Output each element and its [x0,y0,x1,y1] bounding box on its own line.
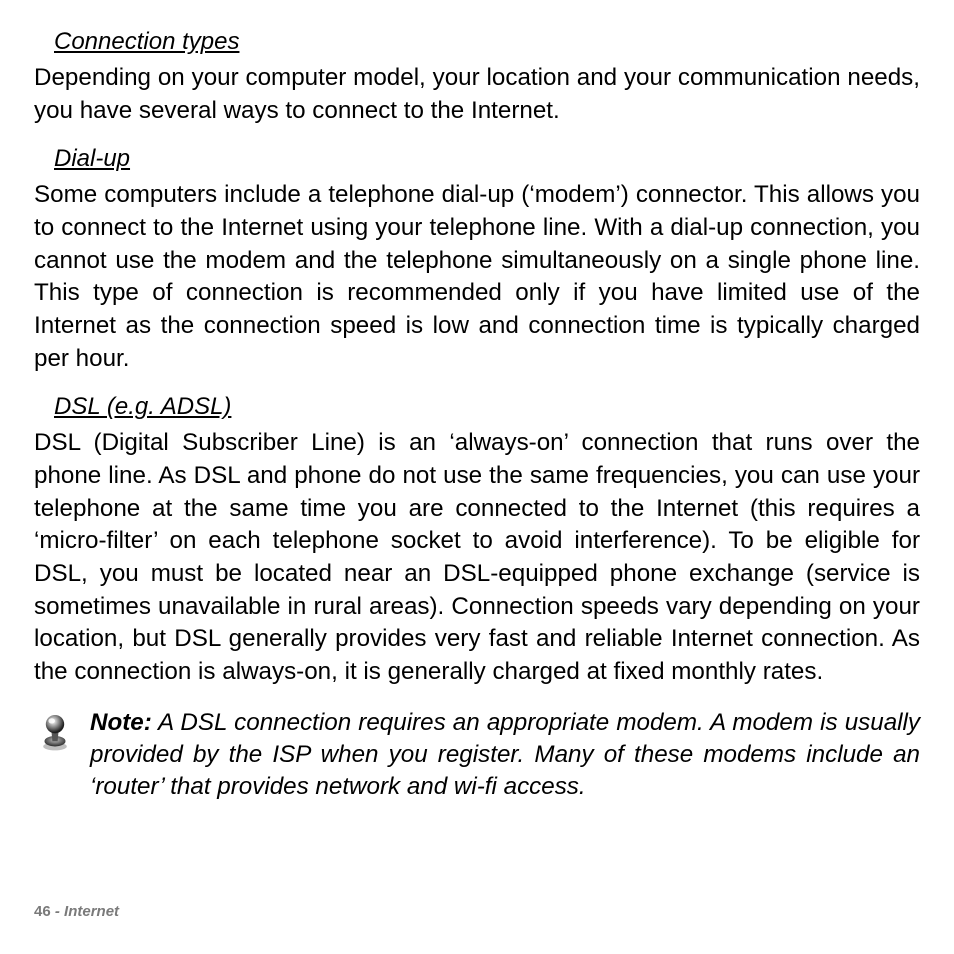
note-block: Note: A DSL connection requires an appro… [34,707,920,803]
note-text: Note: A DSL connection requires an appro… [90,707,920,803]
footer-section: Internet [64,903,119,920]
footer-page-number: 46 [34,903,51,920]
pushpin-icon [34,711,76,753]
paragraph-connection-types: Depending on your computer model, your l… [34,62,920,127]
paragraph-dsl: DSL (Digital Subscriber Line) is an ‘alw… [34,427,920,688]
page-footer: 46 - Internet [34,903,119,920]
footer-separator: - [51,903,64,920]
document-page: Connection types Depending on your compu… [0,0,954,954]
note-body: A DSL connection requires an appropriate… [90,709,920,800]
note-label: Note: [90,709,152,736]
paragraph-dialup: Some computers include a telephone dial-… [34,179,920,375]
heading-connection-types: Connection types [54,28,920,56]
heading-dsl: DSL (e.g. ADSL) [54,393,920,421]
heading-dialup: Dial-up [54,145,920,173]
